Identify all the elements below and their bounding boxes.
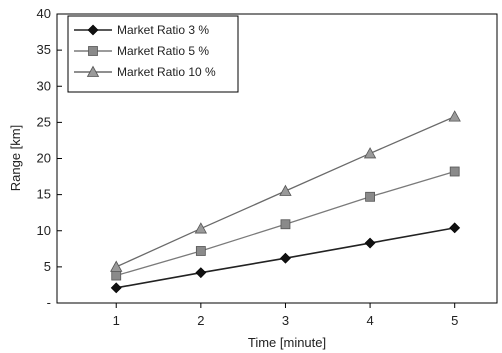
- y-tick-label: 5: [44, 259, 51, 274]
- x-axis-title: Time [minute]: [248, 335, 326, 350]
- legend-label: Market Ratio 3 %: [117, 23, 209, 37]
- y-tick-label: 40: [37, 6, 51, 21]
- y-axis: - 5 10 15 20 25 30 35 40: [37, 6, 62, 310]
- data-point: [363, 147, 377, 159]
- legend-marker: [86, 65, 100, 77]
- data-point: [449, 166, 460, 177]
- data-point: [194, 222, 208, 234]
- x-tick-label: 4: [366, 313, 373, 328]
- legend-marker: [88, 46, 98, 56]
- x-tick-label: 1: [113, 313, 120, 328]
- x-axis: 1 2 3 4 5: [113, 303, 458, 328]
- series-layer: [110, 110, 461, 294]
- data-point: [448, 110, 461, 122]
- data-point: [110, 260, 123, 272]
- data-point: [195, 267, 207, 279]
- data-point: [364, 237, 376, 249]
- y-tick-label: 30: [37, 78, 51, 93]
- data-point: [111, 270, 122, 281]
- y-tick-label: 15: [37, 187, 51, 202]
- y-tick-label: -: [47, 295, 51, 310]
- y-tick-label: 10: [37, 223, 51, 238]
- legend-label: Market Ratio 10 %: [117, 65, 216, 79]
- x-tick-label: 3: [282, 313, 289, 328]
- data-point: [449, 222, 461, 234]
- data-point: [279, 184, 292, 196]
- x-tick-label: 5: [451, 313, 458, 328]
- data-point: [280, 219, 291, 230]
- y-tick-label: 25: [37, 114, 51, 129]
- y-tick-label: 20: [37, 151, 51, 166]
- data-point: [280, 252, 291, 264]
- legend-marker: [87, 24, 99, 36]
- legend-label: Market Ratio 5 %: [117, 44, 209, 58]
- x-tick-label: 2: [197, 313, 204, 328]
- data-point: [365, 191, 375, 202]
- y-tick-label: 35: [37, 42, 51, 57]
- legend: Market Ratio 3 % Market Ratio 5 % Market R…: [67, 15, 239, 93]
- y-axis-title: Range [km]: [8, 125, 23, 191]
- data-point: [110, 282, 122, 294]
- data-point: [195, 246, 206, 256]
